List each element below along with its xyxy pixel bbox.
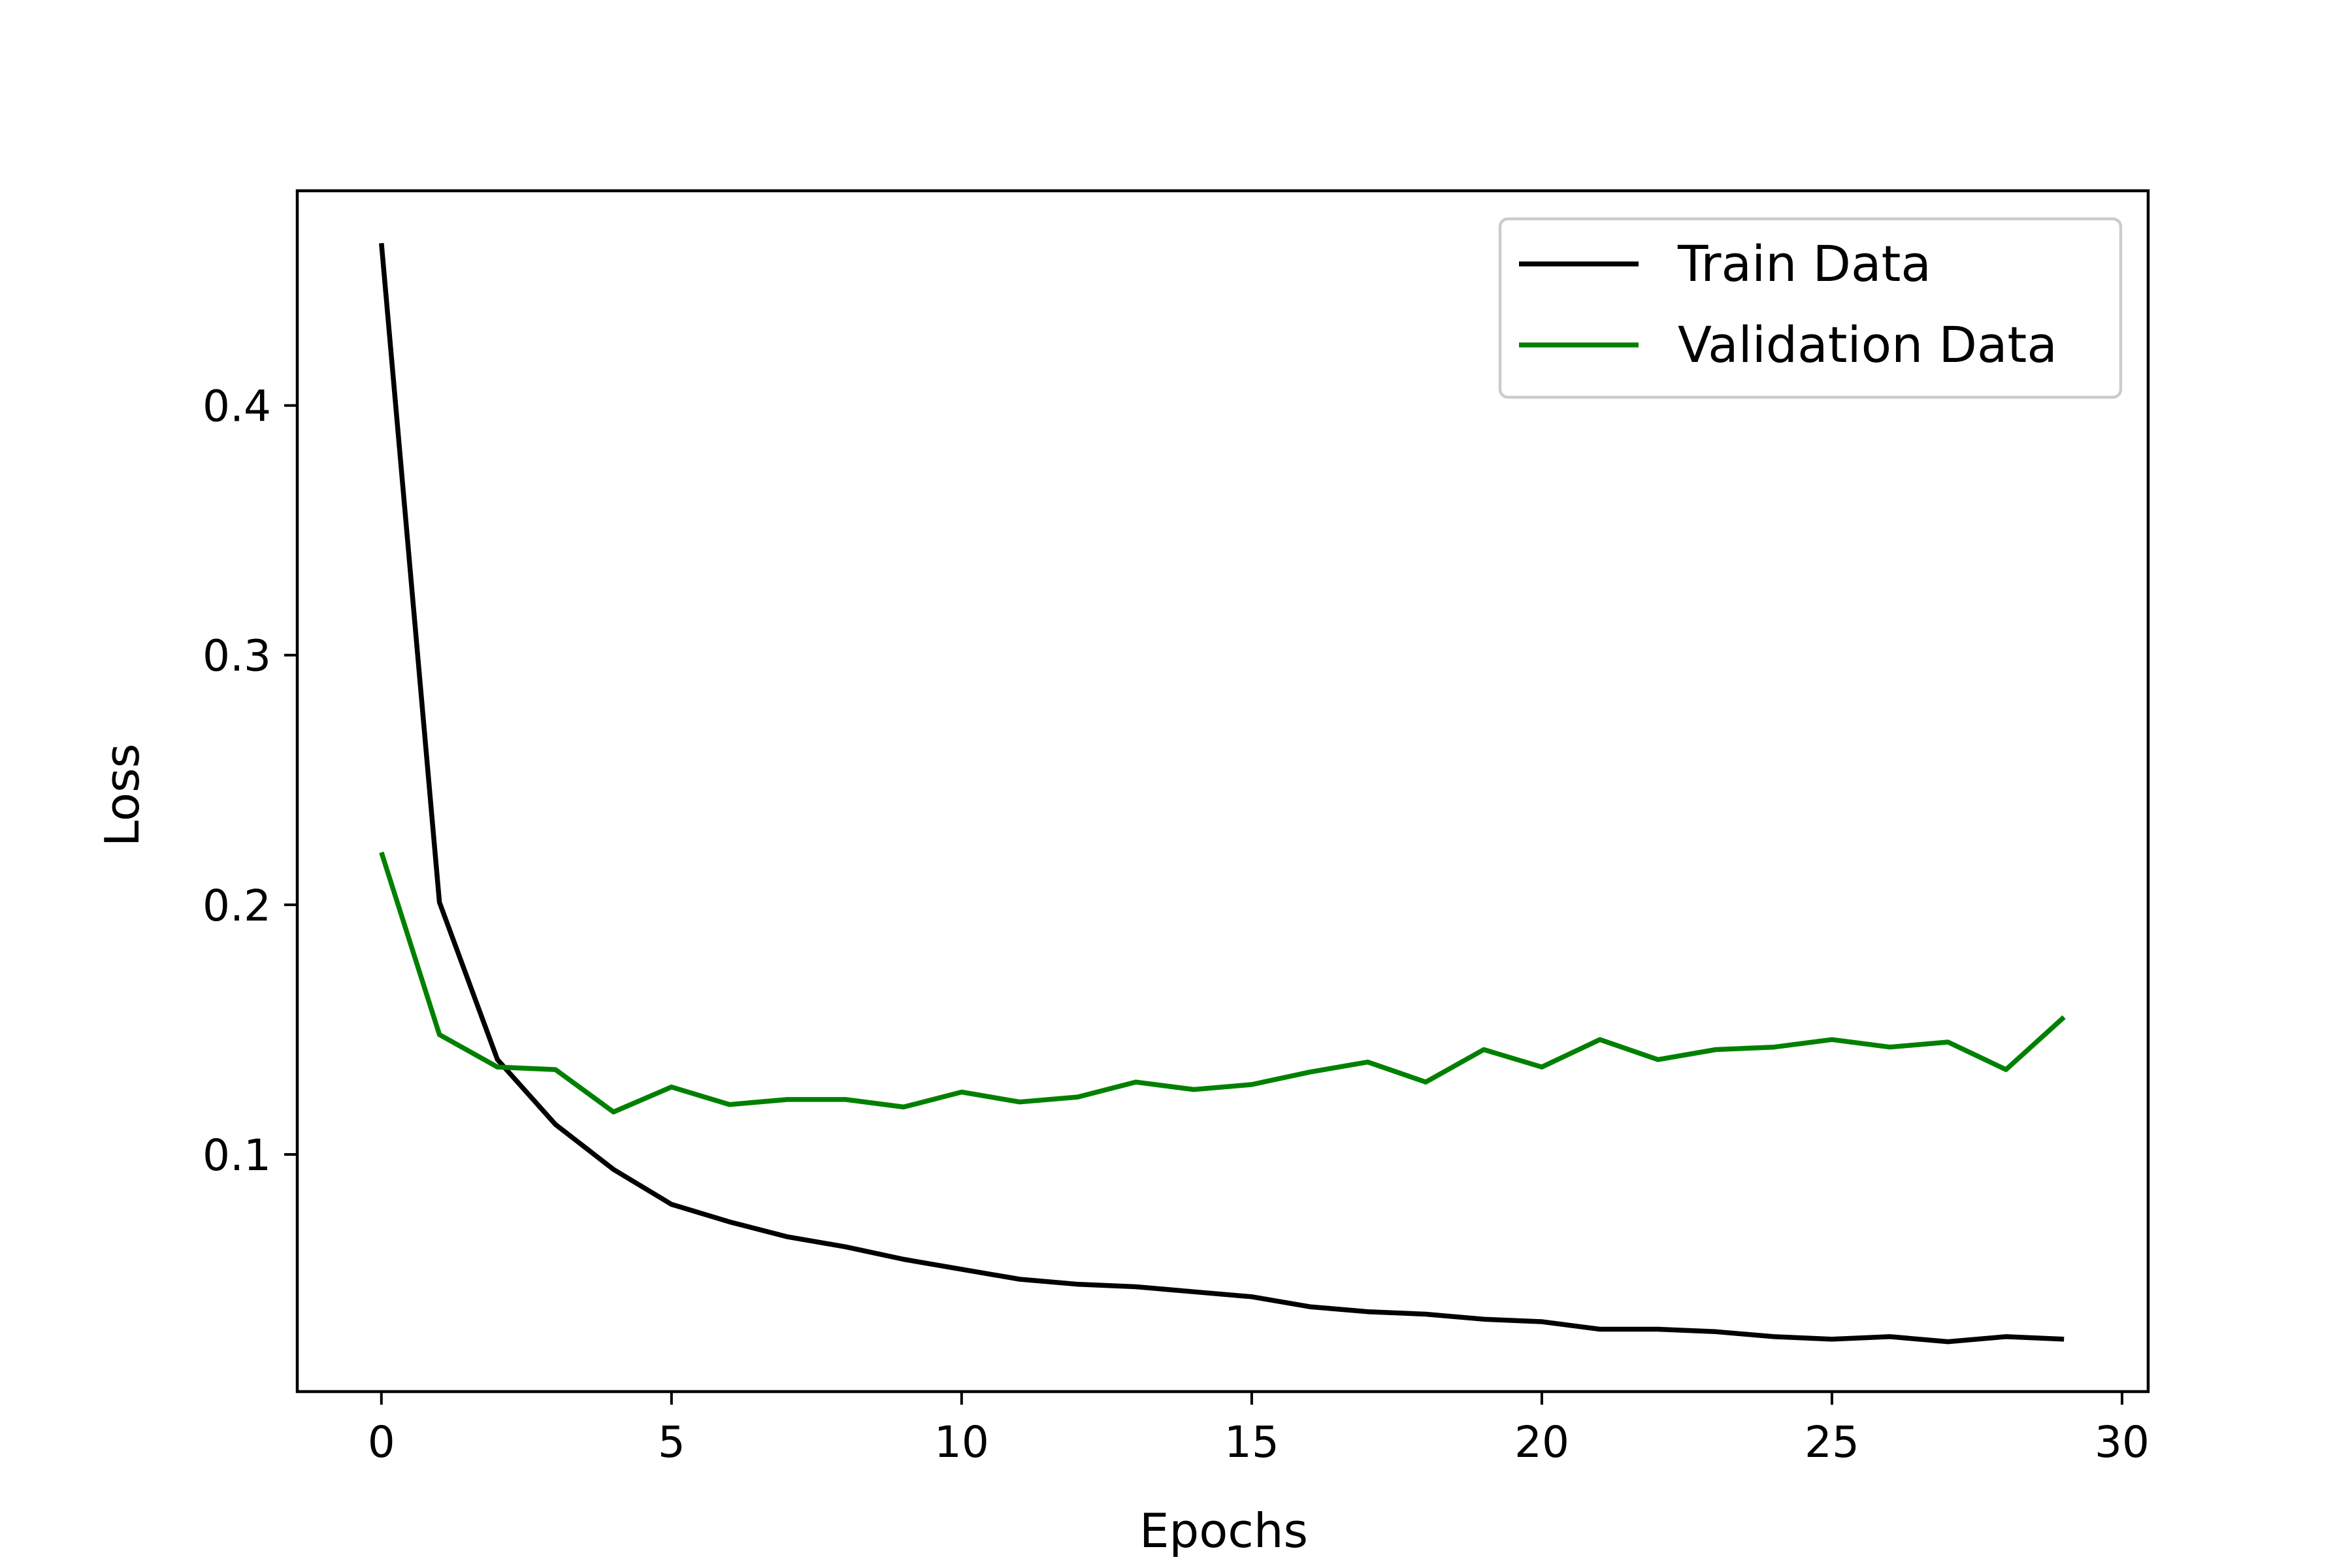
x-axis-ticks: 0 5 10 15 20 25 30	[368, 1392, 2149, 1467]
x-tick-label: 15	[1224, 1417, 1279, 1467]
x-tick-label: 25	[1805, 1417, 1859, 1467]
plot-area-frame	[295, 189, 2150, 1394]
series-line-train-data	[379, 242, 2065, 1345]
y-axis-ticks: 0.1 0.2 0.3 0.4	[203, 382, 297, 1181]
legend-label-train-data: Train Data	[1677, 235, 1931, 293]
y-axis-label: Loss	[95, 743, 150, 847]
x-tick-label: 10	[934, 1417, 989, 1467]
series-layer	[379, 242, 2066, 1345]
y-tick-label: 0.3	[203, 631, 271, 681]
x-tick-label: 30	[2095, 1417, 2149, 1467]
x-axis-label: Epochs	[1139, 1503, 1308, 1558]
legend: Train Data Validation Data	[1498, 217, 2123, 399]
legend-box	[1498, 217, 2123, 399]
x-tick-label: 20	[1514, 1417, 1569, 1467]
y-tick-label: 0.2	[203, 881, 271, 931]
y-tick-label: 0.1	[203, 1130, 271, 1181]
legend-label-validation-data: Validation Data	[1678, 316, 2057, 374]
series-line-validation-data	[379, 851, 2066, 1115]
y-tick-label: 0.4	[203, 382, 271, 432]
x-tick-label: 0	[368, 1417, 395, 1467]
x-tick-label: 5	[658, 1417, 685, 1467]
